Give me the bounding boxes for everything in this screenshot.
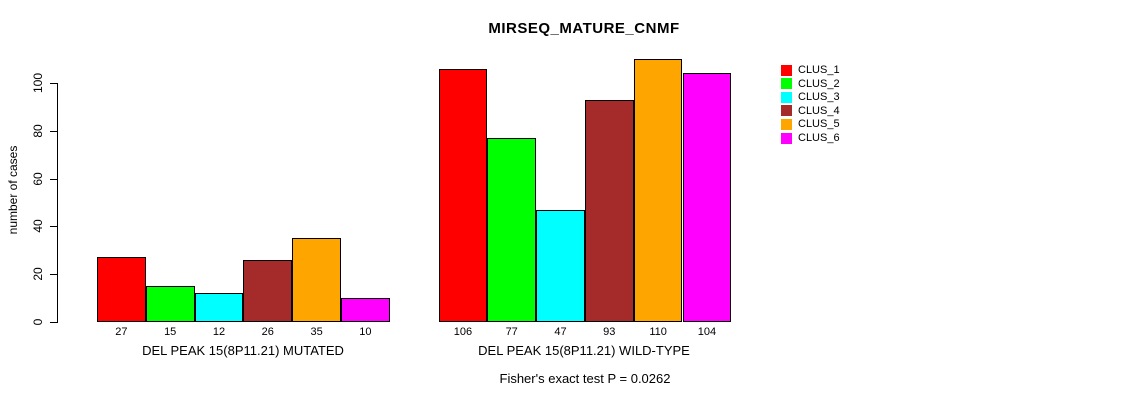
bar-value-label: 47 (554, 326, 567, 338)
legend-item-clus-1: CLUS_1 (781, 64, 840, 76)
y-tick-mark (50, 83, 57, 84)
y-tick-label: 100 (31, 72, 45, 94)
bar-value-label: 12 (212, 326, 226, 338)
y-tick-label: 80 (31, 124, 45, 138)
bar-value-label: 10 (359, 326, 372, 338)
bar-value-label: 106 (453, 326, 473, 338)
bar-clus-6 (682, 73, 732, 322)
bar-clus-1 (438, 68, 488, 322)
fisher-test-annotation: Fisher's exact test P = 0.0262 (499, 371, 671, 386)
bar-clus-5 (633, 59, 683, 322)
y-tick-mark (50, 322, 57, 323)
legend-swatch-icon (781, 78, 792, 90)
legend-swatch-icon (781, 64, 792, 76)
bar-value-label: 93 (603, 326, 616, 338)
y-axis-line (57, 83, 58, 323)
bar-clus-5 (292, 238, 341, 322)
y-axis-title: number of cases (6, 145, 20, 235)
y-tick-mark (50, 274, 57, 276)
bar-clus-4 (243, 259, 293, 322)
y-tick-label: 20 (31, 267, 45, 281)
legend-item-clus-4: CLUS_4 (781, 105, 840, 117)
group-label-mutated: DEL PEAK 15(8P11.21) MUTATED (142, 343, 344, 358)
bar-clus-2 (487, 137, 537, 322)
legend-label: CLUS_1 (798, 64, 840, 76)
bar-clus-4 (584, 99, 634, 322)
bar-clus-6 (341, 298, 390, 322)
legend-swatch-icon (781, 118, 792, 130)
legend-item-clus-3: CLUS_3 (781, 91, 840, 103)
bar-value-label: 26 (261, 326, 274, 338)
y-tick-label: 60 (31, 171, 45, 186)
legend-item-clus-6: CLUS_6 (781, 132, 840, 144)
legend-item-clus-5: CLUS_5 (781, 118, 840, 130)
group-label-wild-type: DEL PEAK 15(8P11.21) WILD-TYPE (478, 343, 690, 358)
bar-clus-3 (194, 293, 244, 322)
bar-clus-3 (536, 209, 585, 322)
bar-value-label: 35 (310, 326, 323, 338)
legend-label: CLUS_4 (798, 104, 840, 117)
bar-value-label: 15 (164, 326, 177, 338)
bar-clus-2 (145, 286, 195, 322)
bar-value-label: 77 (505, 326, 518, 338)
y-tick-label: 0 (31, 318, 45, 326)
legend-label: CLUS_3 (798, 91, 840, 104)
legend-item-clus-2: CLUS_2 (781, 78, 840, 90)
legend-label: CLUS_2 (798, 77, 840, 90)
y-tick-mark (50, 130, 57, 132)
y-tick-label: 40 (31, 219, 45, 234)
legend-swatch-icon (781, 91, 792, 103)
bar-value-label: 104 (697, 326, 717, 338)
legend-swatch-icon (781, 105, 792, 117)
bar-value-label: 27 (115, 326, 128, 338)
legend-swatch-icon (781, 132, 792, 144)
bar-clus-1 (97, 257, 146, 322)
chart-title: MIRSEQ_MATURE_CNMF (488, 20, 680, 37)
y-tick-mark (50, 226, 57, 228)
legend-label: CLUS_5 (798, 118, 840, 131)
y-tick-mark (50, 178, 57, 180)
bar-value-label: 110 (649, 326, 667, 338)
legend-label: CLUS_6 (798, 132, 840, 144)
